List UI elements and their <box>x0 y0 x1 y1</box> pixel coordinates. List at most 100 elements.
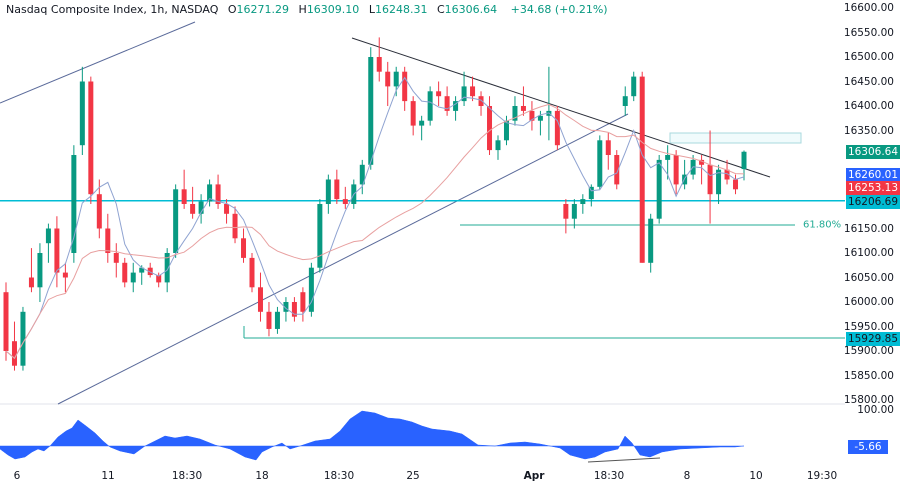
chart-legend: Nasdaq Composite Index, 1h, NASDAQ O1627… <box>6 3 608 16</box>
candle-body <box>385 71 391 87</box>
close-value: 16306.64 <box>444 3 498 16</box>
time-axis-tick: 8 <box>683 470 691 482</box>
candle-body <box>614 155 620 185</box>
low-label: L <box>368 3 375 16</box>
fib-level-label: 61.80% <box>803 219 842 231</box>
price-axis-tick: 15800.00 <box>843 394 894 406</box>
open-label: O <box>227 3 237 16</box>
ohlc-values: O16271.29 H16309.10 L16248.31 C16306.64 <box>228 3 507 16</box>
price-tag: 16253.13 <box>846 181 900 195</box>
candle-body <box>741 151 747 170</box>
candle-body <box>639 76 645 263</box>
price-axis-tick: 16400.00 <box>843 100 894 112</box>
candle-body <box>461 86 467 102</box>
candle-body <box>113 253 119 263</box>
change-value: +34.68 (+0.21%) <box>510 3 608 16</box>
high-value: 16309.10 <box>306 3 360 16</box>
high-label: H <box>298 3 307 16</box>
time-axis-tick: 19:30 <box>806 470 838 482</box>
candle-body <box>580 199 586 204</box>
oscillator-value-tag: -5.66 <box>848 440 888 454</box>
time-axis-tick: 18 <box>255 470 269 482</box>
candle-body <box>190 204 196 214</box>
channel-lower-line[interactable] <box>57 113 629 405</box>
candle-body <box>512 106 518 121</box>
price-axis-tick: 16000.00 <box>843 296 894 308</box>
candle-body <box>198 201 204 214</box>
candle-body <box>105 228 111 253</box>
candle-body <box>224 204 230 214</box>
price-axis-tick: 16450.00 <box>843 75 894 88</box>
candle-body <box>359 164 365 185</box>
close-label: C <box>436 3 445 16</box>
candle-body <box>257 287 263 312</box>
channel-upper-line[interactable] <box>0 21 196 104</box>
price-axis-tick: 16100.00 <box>843 247 894 259</box>
candle-body <box>317 204 323 268</box>
descending-trendline[interactable] <box>351 37 771 178</box>
price-axis-tick: 15900.00 <box>843 345 894 357</box>
candle-body <box>631 76 637 97</box>
candle-body <box>376 57 382 72</box>
fast-ma-line <box>5 76 745 360</box>
candle-body <box>308 267 314 312</box>
candle-body <box>139 267 145 273</box>
candle-body <box>28 277 34 288</box>
time-axis-tick: 6 <box>13 470 21 482</box>
candle-body <box>283 302 289 312</box>
candle-body <box>45 228 51 244</box>
candle-body <box>88 81 94 195</box>
candle-body <box>733 179 739 190</box>
time-axis-tick: 18:30 <box>593 470 625 482</box>
candle-body <box>156 275 162 283</box>
time-axis-tick: 11 <box>101 470 115 482</box>
candle-body <box>37 253 43 288</box>
candle-body <box>478 96 484 106</box>
candle-body <box>3 292 9 351</box>
candle-body <box>130 272 136 283</box>
candle-body <box>96 194 102 229</box>
candle-body <box>520 106 526 111</box>
candle-body <box>554 110 560 146</box>
candle-body <box>563 204 569 219</box>
candle-body <box>62 272 68 278</box>
time-axis-tick: 18:30 <box>171 470 203 482</box>
price-tag: 15929.85 <box>846 332 900 346</box>
candle-body <box>571 204 577 219</box>
candle-body <box>716 169 722 195</box>
candle-body <box>673 155 679 185</box>
candle-body <box>334 179 340 200</box>
candle-body <box>266 311 272 329</box>
candle-body <box>436 91 442 97</box>
candle-body <box>207 184 213 202</box>
candle-body <box>648 218 654 263</box>
candle-body <box>495 140 501 151</box>
candle-body <box>173 189 179 253</box>
candle-body <box>11 341 17 366</box>
candle-body <box>147 267 153 276</box>
resistance-zone-box[interactable] <box>669 132 802 144</box>
candle-body <box>274 311 280 329</box>
candle-body <box>402 71 408 102</box>
candle-body <box>393 71 399 87</box>
candle-body <box>232 213 238 239</box>
candle-body <box>291 302 297 317</box>
candle-body <box>300 292 306 312</box>
price-axis-tick: 15850.00 <box>843 369 894 382</box>
candle-body <box>164 253 170 283</box>
candle-body <box>699 159 705 165</box>
candle-body <box>122 262 128 283</box>
oscillator-area <box>0 410 745 461</box>
price-axis-tick: 16150.00 <box>843 222 894 235</box>
symbol-title[interactable]: Nasdaq Composite Index, 1h, NASDAQ <box>6 3 219 16</box>
price-tag: 16260.01 <box>846 168 900 182</box>
candle-body <box>597 140 603 187</box>
candle-body <box>181 189 187 204</box>
divergence-line[interactable] <box>587 457 661 463</box>
candle-body <box>410 101 416 126</box>
candle-body <box>470 86 476 97</box>
price-axis-tick: 16600.00 <box>843 2 894 14</box>
price-axis-tick: 16500.00 <box>843 51 894 63</box>
